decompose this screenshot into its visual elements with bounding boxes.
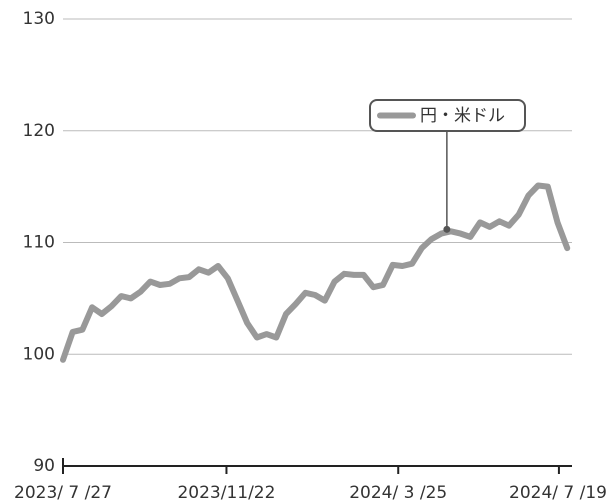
y-tick-label: 100 — [23, 344, 55, 364]
x-tick-label: 2024/ 7 /19 — [509, 483, 607, 501]
y-tick-label: 110 — [23, 233, 55, 253]
legend-pointer-dot — [443, 225, 451, 233]
x-tick-label: 2023/ 7 /27 — [14, 483, 112, 501]
y-tick-label: 90 — [33, 456, 55, 476]
legend-label: 円・米ドル — [420, 106, 505, 126]
y-tick-label: 120 — [23, 121, 55, 141]
y-tick-label: 130 — [23, 9, 55, 29]
x-tick-label: 2023/11/22 — [177, 483, 275, 501]
x-tick-label: 2024/ 3 /25 — [349, 483, 447, 501]
legend-box — [369, 99, 526, 132]
series-line — [60, 182, 571, 363]
